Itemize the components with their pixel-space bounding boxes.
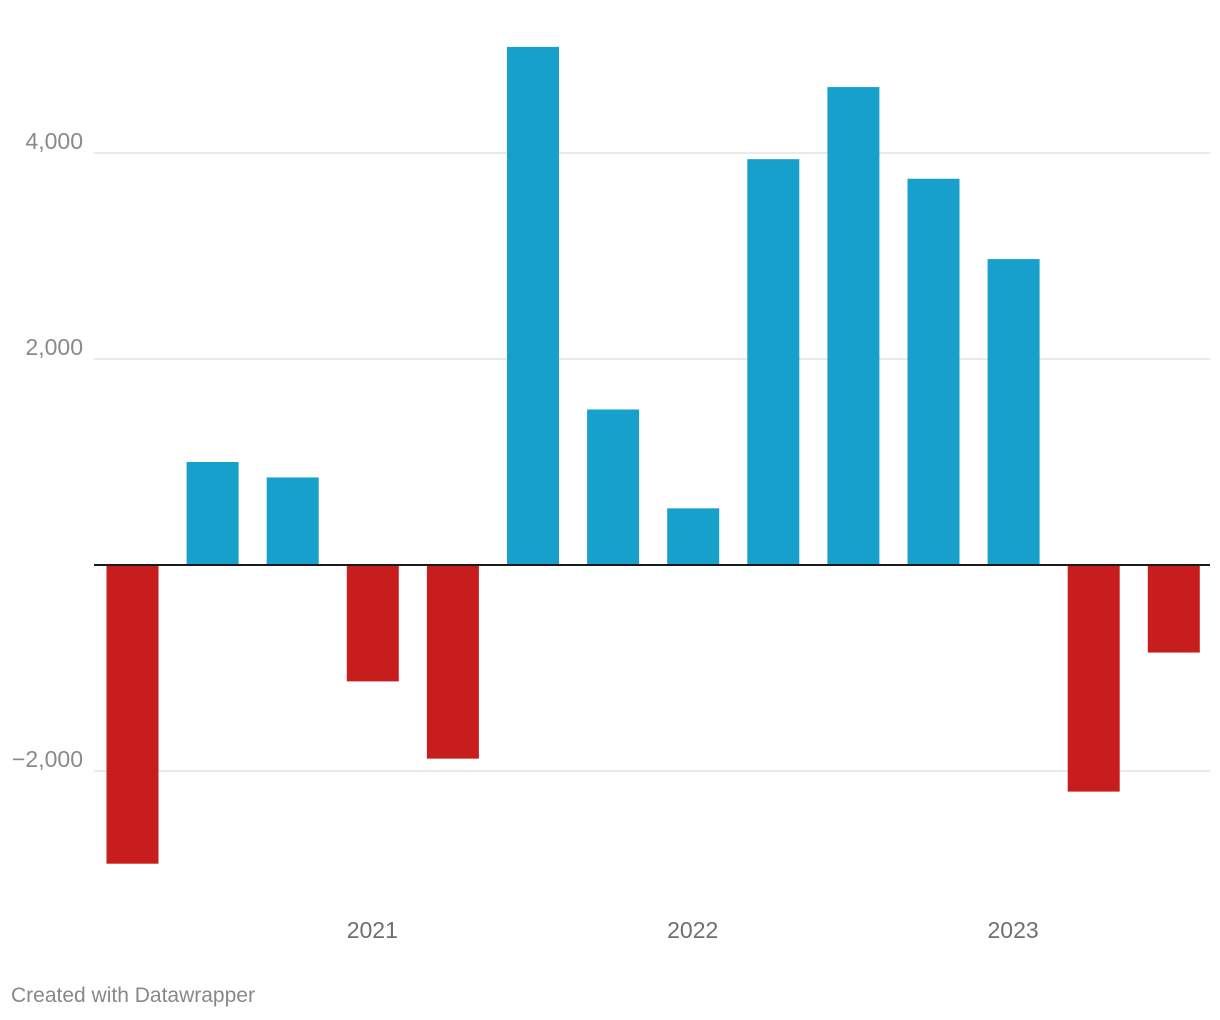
bar-chart: −2,000 2,000 4,000 2021 2022 2023: [12, 46, 1210, 943]
grid-layer: −2,000 2,000 4,000: [12, 128, 1210, 772]
bar-2020-q3: [186, 462, 239, 565]
y-tick-label: 4,000: [25, 128, 83, 154]
y-tick-label: 2,000: [25, 334, 83, 360]
bar-2023-q2: [1067, 565, 1120, 792]
bar-2022-q3: [827, 87, 880, 565]
bar-2021-q1: [346, 565, 399, 682]
bar-2021-q2: [426, 565, 479, 759]
bar-2022-q2: [747, 159, 800, 565]
bar-2021-q4: [587, 409, 640, 565]
bar-2022-q4: [907, 178, 960, 565]
bar-2023-q1: [987, 259, 1040, 565]
bar-2020-q2: [106, 565, 159, 864]
bar-2023-q3: [1147, 565, 1200, 653]
bars-layer: [106, 46, 1200, 864]
bar-2022-q1: [667, 508, 720, 565]
bar-2020-q4: [266, 477, 319, 565]
x-tick-label: 2021: [347, 917, 398, 943]
x-axis-labels: 2021 2022 2023: [347, 917, 1039, 943]
x-tick-label: 2022: [667, 917, 718, 943]
y-tick-label: −2,000: [12, 746, 83, 772]
bar-2021-q3: [507, 46, 559, 566]
x-tick-label: 2023: [988, 917, 1039, 943]
credit-text: Created with Datawrapper: [11, 984, 255, 1007]
